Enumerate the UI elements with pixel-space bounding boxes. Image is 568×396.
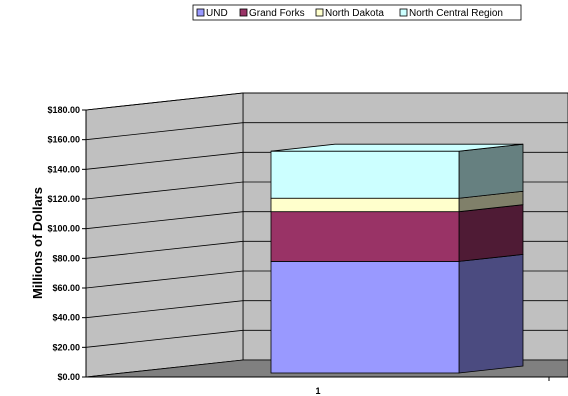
y-tick-label: $120.00 xyxy=(47,194,80,204)
y-tick-label: $100.00 xyxy=(47,224,80,234)
y-tick-label: $60.00 xyxy=(52,283,80,293)
bar-side-grand-forks xyxy=(458,204,524,262)
bar-side-und xyxy=(458,253,524,374)
gridline xyxy=(85,92,568,111)
legend-label-north-central-region: North Central Region xyxy=(409,8,503,19)
y-tick-label: $140.00 xyxy=(47,164,80,174)
bar-side-north-central-region xyxy=(458,143,524,199)
legend-swatch-north-dakota xyxy=(315,8,324,17)
bar-top xyxy=(270,143,524,152)
legend-label-grand-forks: Grand Forks xyxy=(249,8,305,19)
bar-segment-north-central-region xyxy=(270,150,460,199)
y-tick-label: $40.00 xyxy=(52,313,80,323)
stacked-bar xyxy=(270,143,524,374)
y-tick-label: $20.00 xyxy=(52,342,80,352)
bar-segment-grand-forks xyxy=(270,211,460,262)
y-axis-ticks: $0.00 $20.00 $40.00 $60.00 $80.00 $100.00 $120… xyxy=(47,105,86,382)
legend-label-und: UND xyxy=(206,8,228,19)
y-tick-label: $180.00 xyxy=(47,105,80,115)
side-wall xyxy=(85,92,244,378)
y-tick-label: $160.00 xyxy=(47,135,80,145)
legend-label-north-dakota: North Dakota xyxy=(325,8,384,19)
legend-box xyxy=(192,4,522,21)
gridline xyxy=(85,122,568,141)
legend: UND Grand Forks North Dakota North Centr… xyxy=(192,4,522,21)
bar-segment-und xyxy=(270,261,460,374)
legend-swatch-grand-forks xyxy=(239,8,248,17)
y-tick-label: $80.00 xyxy=(52,253,80,263)
legend-swatch-north-central-region xyxy=(399,8,408,17)
y-axis-title: Millions of Dollars xyxy=(30,187,45,299)
y-tick-label: $0.00 xyxy=(57,372,80,382)
bar-segment-north-dakota xyxy=(270,197,460,213)
legend-swatch-und xyxy=(196,8,205,17)
category-label: 1 xyxy=(315,386,320,396)
